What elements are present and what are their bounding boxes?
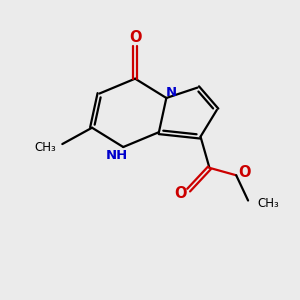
Text: CH₃: CH₃ bbox=[257, 197, 279, 210]
Text: N: N bbox=[166, 86, 177, 99]
Text: NH: NH bbox=[106, 149, 128, 162]
Text: CH₃: CH₃ bbox=[34, 140, 56, 154]
Text: O: O bbox=[174, 186, 187, 201]
Text: O: O bbox=[129, 30, 141, 45]
Text: O: O bbox=[238, 165, 251, 180]
